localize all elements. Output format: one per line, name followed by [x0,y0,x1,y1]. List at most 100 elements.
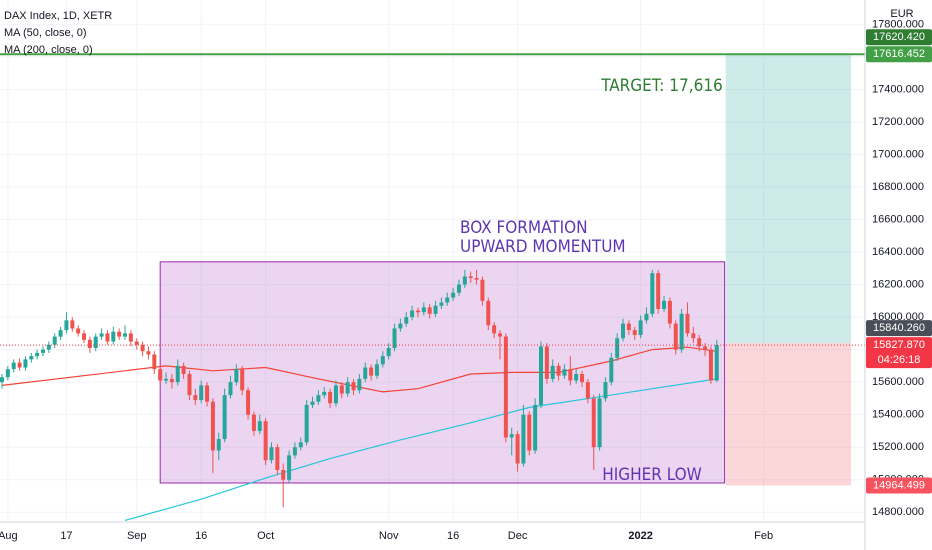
candle-body [650,273,655,314]
candle-body [275,447,280,470]
candle-body [263,421,268,461]
candle-body [228,382,233,396]
candle-body [246,390,251,415]
annotation: HIGHER LOW [602,465,702,485]
candle-body [298,442,303,448]
candle-body [240,369,245,391]
candle-body [199,385,204,401]
candle-body [11,362,16,370]
price-axis [865,0,932,550]
candle-body [205,385,210,402]
candle-body [187,374,192,396]
candle-body [673,323,678,350]
candle-body [287,455,292,480]
candle-body [621,323,626,339]
y-tick-label: 17000.000 [872,148,924,160]
candle-body [23,359,28,368]
candle-body [164,378,169,381]
x-tick-label: Sep [127,530,147,542]
legend-entry: MA (50, close, 0) [4,27,87,39]
candle-body [685,313,690,334]
candle-body [386,348,391,357]
candle-body [433,305,438,314]
candle-body [333,385,338,404]
candle-body [656,273,661,309]
candle-body [533,404,538,451]
candle-body [474,278,479,280]
y-tick-label: 16400.000 [872,246,924,258]
candle-body [316,395,321,402]
candle-body [451,292,456,298]
candle-body [503,336,508,438]
candle-body [662,300,667,309]
x-tick-label: Aug [0,530,18,542]
candle-body [609,357,614,383]
candle-body [679,313,684,350]
candle-body [41,349,46,353]
candle-body [158,369,163,381]
candle-body [626,323,631,331]
candle-body [128,333,133,342]
price-tag-label: 17620.420 [873,31,925,43]
candle-body [251,414,256,431]
candle-body [29,356,34,360]
y-tick-label: 17800.000 [872,18,924,30]
candle-body [46,344,51,350]
candle-body [398,323,403,329]
candle-body [99,333,104,337]
candle-body [703,346,708,350]
candle-body [638,320,643,335]
candle-body [644,313,649,321]
candle-body [76,328,81,334]
price-tag-label: 15840.260 [873,322,925,334]
candle-body [597,398,602,448]
x-tick-label: 17 [60,530,72,542]
candle-body [117,331,122,337]
candle-body [87,339,92,348]
x-tick-label: 2022 [628,530,652,542]
candle-body [404,317,409,324]
price-tag [866,320,932,337]
candle-body [292,447,297,456]
candle-body [64,320,69,331]
y-tick-label: 15600.000 [872,376,924,388]
box-formation [159,261,726,484]
y-tick-label: 16200.000 [872,278,924,290]
candle-body [175,365,180,383]
y-tick-label: 14800.000 [872,506,924,518]
candle-body [527,414,532,451]
price-tag [866,46,932,63]
candle-body [357,378,362,391]
candle-body [210,401,215,451]
candle-body [544,346,549,379]
y-tick-label: 16800.000 [872,181,924,193]
candle-body [82,333,87,340]
candle-body [539,346,544,405]
candle-body [234,369,239,383]
candle-body [427,307,432,314]
candle-body [281,469,286,480]
candle-body [193,395,198,401]
candle-body [269,447,274,461]
candle-body [363,367,368,379]
candle-body [222,395,227,440]
candle-body [152,354,157,370]
price-tag [866,477,932,494]
candle-body [439,302,444,306]
candle-body [486,300,491,326]
x-tick-label: 16 [447,530,459,542]
currency: EUR [890,8,913,20]
candle-body [169,378,174,383]
candle-body [515,434,520,464]
x-tick-label: Feb [754,530,773,542]
candle-body [591,398,596,448]
candle-body [322,391,327,396]
candle-body [0,377,4,383]
x-tick-label: 16 [195,530,207,542]
candle-body [421,307,426,313]
y-tick-label: 15400.000 [872,409,924,421]
overlay: DAX Index, 1D, XETR MA (50, close, 0) MA (… [4,10,112,56]
